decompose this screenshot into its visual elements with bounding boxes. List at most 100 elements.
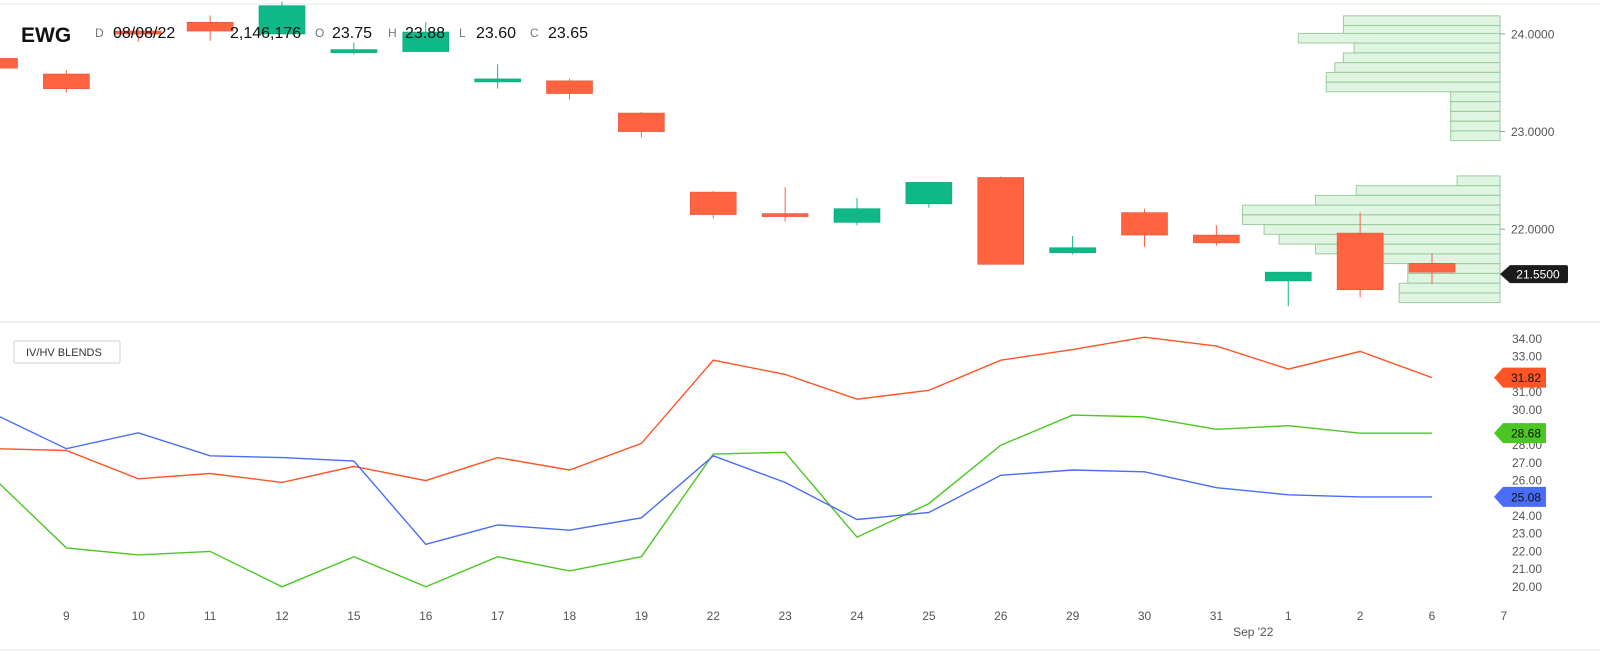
high-value: 23.88 xyxy=(405,25,445,42)
price-panel: 24.0000 23.0000 22.0000 21.5500 EWG D 08/0… xyxy=(0,1,1600,307)
low-value: 23.60 xyxy=(476,25,516,42)
volume-profile-bar xyxy=(1450,130,1501,142)
price-axis-label: 22.0000 xyxy=(1511,223,1555,237)
x-axis-tick-label: 19 xyxy=(635,609,649,623)
volume-profile-bar xyxy=(1381,253,1501,265)
volume-profile-bar xyxy=(1342,15,1501,26)
candle-body xyxy=(618,112,665,132)
candle-body xyxy=(1121,212,1168,236)
candle-body xyxy=(905,182,953,205)
iv-hv-last-value-label: 31.82 xyxy=(1511,371,1541,385)
iv-hv-last-value-shape xyxy=(1494,423,1546,444)
price-axis: 24.0000 23.0000 22.0000 xyxy=(1500,28,1555,237)
volume-profile-bar xyxy=(1297,32,1501,44)
iv-axis-label: 30.00 xyxy=(1512,403,1542,417)
volume-profile-bar xyxy=(1450,91,1501,103)
candle-body xyxy=(1408,263,1456,273)
candle-body xyxy=(977,177,1025,265)
iv-hv-last-value-shape xyxy=(1494,486,1546,507)
candle-body xyxy=(43,73,90,89)
iv-hv-blends-button-label[interactable]: IV/HV BLENDS xyxy=(26,347,102,359)
candle-body xyxy=(689,191,737,215)
iv-axis-label: 27.00 xyxy=(1512,456,1542,470)
month-label: Sep '22 xyxy=(1233,625,1274,639)
x-axis-tick-label: 17 xyxy=(491,609,505,623)
last-price-label: 21.5500 xyxy=(1516,268,1560,282)
x-axis-tick-label: 1 xyxy=(1285,609,1292,623)
iv-hv-blends-button-box[interactable] xyxy=(13,340,121,364)
x-axis: 9 10 11 12 15 16 17 18 19 22 23 24 25 26 29 30 31 1 2 6 7 xyxy=(63,609,1508,623)
x-axis-tick-label: 12 xyxy=(275,609,289,623)
volume-profile-bar xyxy=(1278,233,1501,245)
close-key: C xyxy=(530,26,539,40)
candle-body xyxy=(402,31,450,52)
date-key: D xyxy=(95,26,104,40)
iv-axis-label: 22.00 xyxy=(1512,544,1542,558)
x-axis-tick-label: 22 xyxy=(707,609,721,623)
volume-profile-bar xyxy=(1342,52,1501,64)
iv-axis-label: 34.00 xyxy=(1512,332,1542,346)
x-axis-tick-label: 16 xyxy=(419,609,433,623)
last-price-shape xyxy=(1500,265,1568,284)
candle-body xyxy=(833,208,881,223)
candle-body xyxy=(1193,234,1240,244)
x-axis-tick-label: 7 xyxy=(1501,609,1508,623)
symbol-label: EWG xyxy=(21,24,71,47)
open-key: O xyxy=(315,26,324,40)
x-axis-tick-label: 29 xyxy=(1066,609,1080,623)
iv-hv-series-line xyxy=(0,336,1433,484)
iv-hv-last-value-tags: 31.82 28.68 25.08 xyxy=(1494,367,1546,507)
iv-hv-last-value-shape xyxy=(1494,367,1546,388)
iv-hv-blends-button[interactable]: IV/HV BLENDS xyxy=(13,340,121,364)
iv-axis-label: 20.00 xyxy=(1512,580,1542,594)
candle-body xyxy=(330,49,378,53)
volume-profile-bar xyxy=(1398,292,1501,304)
volume-profile-bar xyxy=(1450,101,1501,112)
candle-body xyxy=(1264,271,1312,282)
iv-hv-last-value-label: 25.08 xyxy=(1511,490,1541,504)
x-axis-tick-label: 26 xyxy=(994,609,1008,623)
x-axis-tick-label: 23 xyxy=(778,609,792,623)
volume-profile-bar xyxy=(1242,214,1501,226)
volume-value: 2,146,176 xyxy=(230,25,301,42)
iv-hv-panel: 34.0033.0032.0031.0030.0029.0028.0027.00… xyxy=(0,332,1546,594)
iv-axis-label: 21.00 xyxy=(1512,562,1542,576)
volume-profile-bar xyxy=(1450,120,1501,132)
x-axis-tick-label: 15 xyxy=(347,609,361,623)
volume-profile-bar xyxy=(1407,273,1501,284)
candle-body xyxy=(1049,247,1096,253)
volume-profile-bar xyxy=(1450,110,1501,122)
volume-profile-bar xyxy=(1334,62,1501,73)
low-key: L xyxy=(459,26,466,40)
iv-axis-label: 23.00 xyxy=(1512,527,1542,541)
candles xyxy=(0,1,1456,307)
candle-body xyxy=(0,58,18,69)
open-value: 23.75 xyxy=(332,25,372,42)
x-axis-tick-label: 9 xyxy=(63,609,70,623)
iv-hv-lines xyxy=(0,336,1433,588)
iv-axis-label: 31.00 xyxy=(1512,385,1542,399)
price-axis-label: 23.0000 xyxy=(1511,125,1555,139)
candle-body xyxy=(114,30,162,35)
close-value: 23.65 xyxy=(548,25,588,42)
volume-profile-bar xyxy=(1325,81,1501,93)
ohlc-legend: EWG D 08/08/22 2,146,176 O 23.75 H 23.88… xyxy=(21,24,588,47)
volume-profile-bar xyxy=(1398,282,1501,294)
candle-body xyxy=(761,213,809,217)
iv-hv-series-line xyxy=(0,414,1432,588)
last-price-tag: 21.5500 xyxy=(1500,265,1568,284)
volume-profile-bar xyxy=(1353,42,1501,54)
iv-hv-series-line xyxy=(0,416,1432,546)
candle-body xyxy=(258,5,306,35)
x-axis-tick-label: 24 xyxy=(850,609,864,623)
candle-body xyxy=(186,21,234,32)
candle-body xyxy=(474,78,521,83)
date-value: 08/08/22 xyxy=(113,25,175,42)
iv-axis-label: 24.00 xyxy=(1512,509,1542,523)
high-key: H xyxy=(388,26,397,40)
volume-profile-bar xyxy=(1242,204,1501,216)
x-axis-tick-label: 18 xyxy=(563,609,577,623)
x-axis-tick-label: 11 xyxy=(204,609,217,623)
x-axis-tick-label: 2 xyxy=(1357,609,1364,623)
